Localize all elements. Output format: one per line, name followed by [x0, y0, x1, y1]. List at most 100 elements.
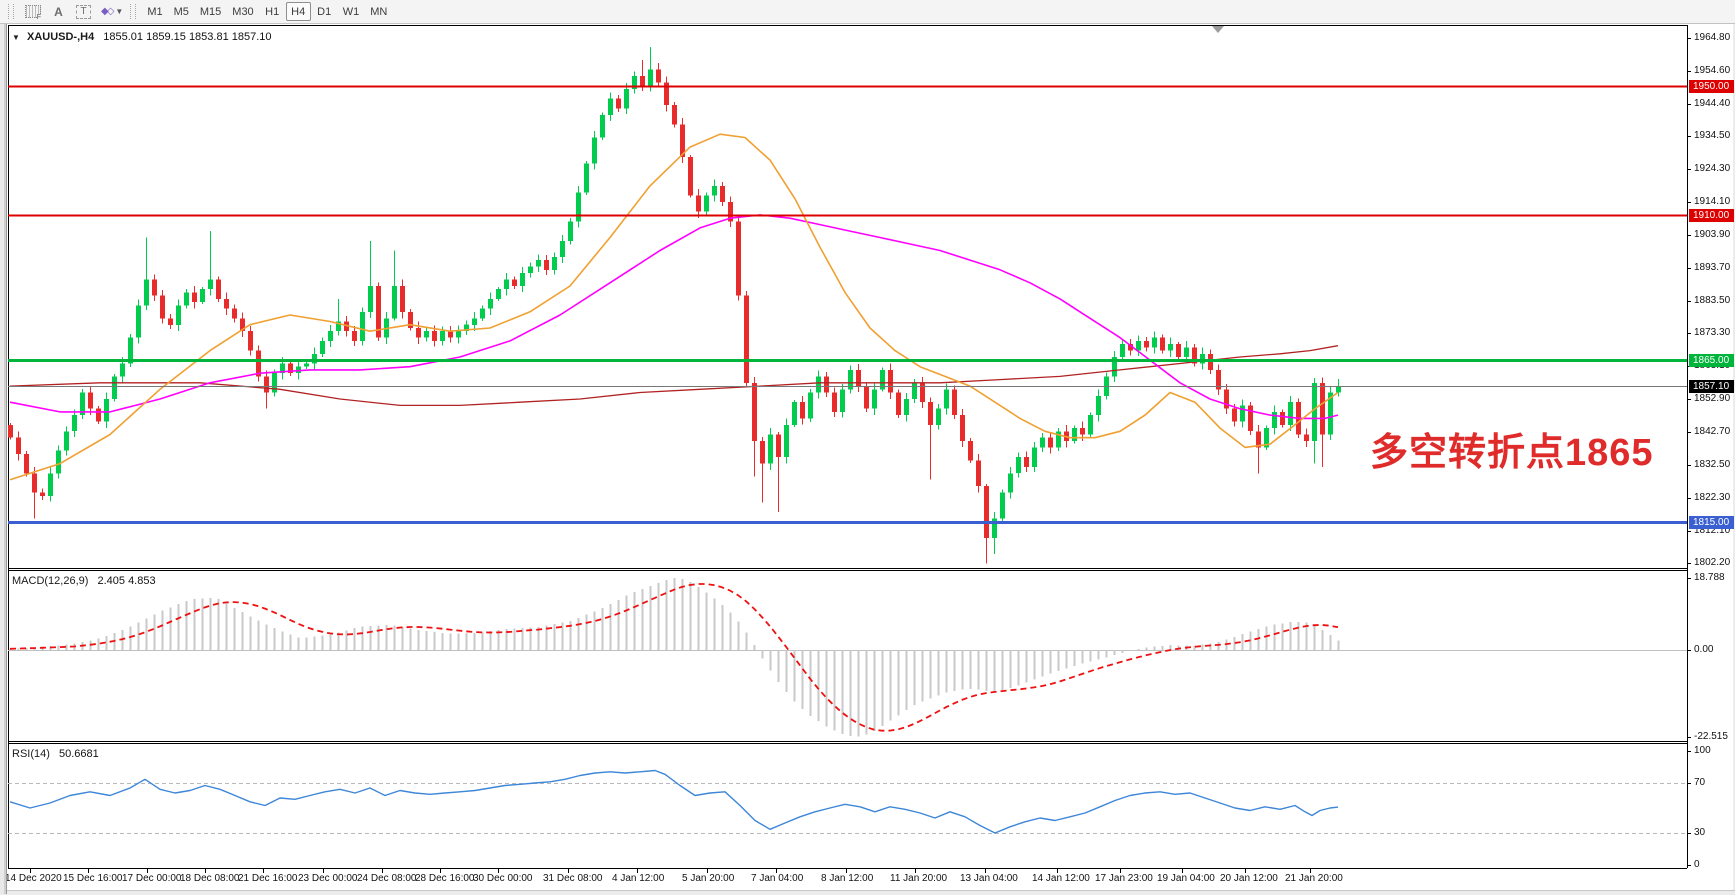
candle-body: [552, 256, 557, 270]
candle-body: [144, 279, 149, 306]
candle-body: [184, 292, 189, 306]
price-tick-label: 1822.30: [1694, 492, 1731, 504]
candle-body: [1136, 340, 1141, 351]
candle-body: [96, 408, 101, 422]
font-button[interactable]: A: [46, 2, 71, 21]
candle-body: [176, 305, 181, 325]
candle-body: [40, 492, 45, 496]
candle-body: [968, 441, 973, 461]
candle-body: [344, 321, 349, 332]
candle-body: [168, 318, 173, 325]
candle-body: [904, 399, 909, 416]
candle-body: [1200, 353, 1205, 364]
candle-body: [192, 292, 197, 303]
rsi-line[interactable]: [9, 769, 1339, 834]
candle-body: [8, 424, 13, 438]
colors-button[interactable]: ◆◇ ▼: [96, 2, 128, 21]
candle-body: [304, 363, 309, 367]
candle-body: [976, 460, 981, 487]
timeframe-button-m30[interactable]: M30: [232, 5, 254, 18]
chart-header[interactable]: ▼ XAUUSD-,H4 1855.01 1859.15 1853.81 185…: [12, 31, 272, 43]
candle-body: [1280, 411, 1285, 425]
candle-body: [160, 295, 165, 319]
candle-body: [80, 392, 85, 416]
ma-line-orange[interactable]: [9, 133, 1339, 481]
candle-body: [1328, 392, 1333, 435]
toolbar: F A T ◆◇ ▼ M1 M5 M15 M30 H1 H4 D1 W1 MN: [0, 0, 1735, 24]
timeframe-button-mn[interactable]: MN: [370, 5, 388, 18]
candle-body: [360, 311, 365, 341]
candle-body: [1272, 411, 1277, 428]
price-tag-1910.00: 1910.00: [1689, 209, 1734, 222]
toolbar-grip[interactable]: [8, 4, 14, 19]
candle-body: [48, 473, 53, 496]
candle-body: [1336, 386, 1341, 393]
macd-signal-line[interactable]: [9, 583, 1339, 732]
price-tick-label: 1893.70: [1694, 261, 1731, 273]
macd-tick-label: -22.515: [1694, 731, 1728, 742]
candle-body: [984, 486, 989, 538]
ohlc-open: 1855.01: [103, 31, 144, 43]
window-bottom-edge: [0, 890, 1735, 895]
time-tick-label: 14 Dec 2020: [5, 873, 62, 884]
timeframe-button-w1[interactable]: W1: [342, 5, 360, 18]
candle-body: [856, 369, 861, 386]
toolbar-grip-2[interactable]: [130, 4, 137, 19]
candle-body: [128, 337, 133, 364]
candle-body: [1240, 405, 1245, 422]
candle-body: [320, 340, 325, 354]
macd-values: 2.405 4.853: [97, 575, 156, 587]
time-tick-label: 17 Jan 23:00: [1095, 873, 1153, 884]
rsi-tick-label: 70: [1694, 777, 1706, 788]
candle-body: [248, 331, 253, 351]
candle-body: [664, 82, 669, 106]
time-axis[interactable]: 14 Dec 2020 15 Dec 16:00 17 Dec 00:00 18 De…: [0, 869, 1735, 890]
text-label-button[interactable]: T: [71, 2, 96, 21]
timeframe-button-h4[interactable]: H4: [285, 2, 311, 21]
candle-body: [104, 399, 109, 422]
candle-body: [864, 386, 869, 409]
candle-body: [432, 331, 437, 341]
timeframe-button-m5[interactable]: M5: [173, 5, 189, 18]
candle-body: [712, 185, 717, 196]
candle-body: [960, 415, 965, 441]
candle-body: [760, 441, 765, 464]
candle-body: [624, 89, 629, 109]
timeframe-button-m1[interactable]: M1: [147, 5, 163, 18]
candle-body: [368, 286, 373, 312]
timeframe-button-h1[interactable]: H1: [265, 5, 280, 18]
time-tick-label: 4 Jan 12:00: [612, 873, 665, 884]
rsi-tick-label: 30: [1694, 827, 1706, 838]
candle-body: [288, 363, 293, 374]
annotation-text[interactable]: 多空转折点1865: [1370, 432, 1654, 474]
candle-body: [736, 221, 741, 296]
candle-body: [992, 518, 997, 538]
grid-snap-button[interactable]: F: [20, 2, 46, 21]
candle-body: [1080, 428, 1085, 435]
candle-body: [1128, 344, 1133, 351]
price-tag-1950.00: 1950.00: [1689, 80, 1734, 93]
candle-body: [264, 376, 269, 393]
candle-body: [896, 392, 901, 416]
candle-body: [440, 331, 445, 341]
symbol-dropdown-icon[interactable]: ▼: [12, 33, 20, 42]
candle-body: [1008, 473, 1013, 493]
candle-body: [848, 369, 853, 390]
candle-body: [1152, 337, 1157, 348]
price-tag-1815.00: 1815.00: [1689, 516, 1734, 529]
ma-line-magenta[interactable]: [9, 214, 1339, 420]
candle-body: [776, 434, 781, 458]
price-axis[interactable]: 1964.80 1954.60 1944.40 1934.50 1924.30 1914.…: [1688, 25, 1735, 870]
timeframe-button-m15[interactable]: M15: [199, 5, 222, 18]
candle-body: [536, 260, 541, 267]
candle-body: [72, 415, 77, 432]
chart-shift-marker-icon: [1212, 26, 1224, 33]
candle-body: [488, 298, 493, 309]
candle-body: [520, 273, 525, 286]
candle-body: [1144, 340, 1149, 348]
font-a-icon: A: [54, 4, 63, 19]
candle-body: [400, 286, 405, 312]
timeframe-button-d1[interactable]: D1: [317, 5, 332, 18]
candle-body: [672, 105, 677, 125]
